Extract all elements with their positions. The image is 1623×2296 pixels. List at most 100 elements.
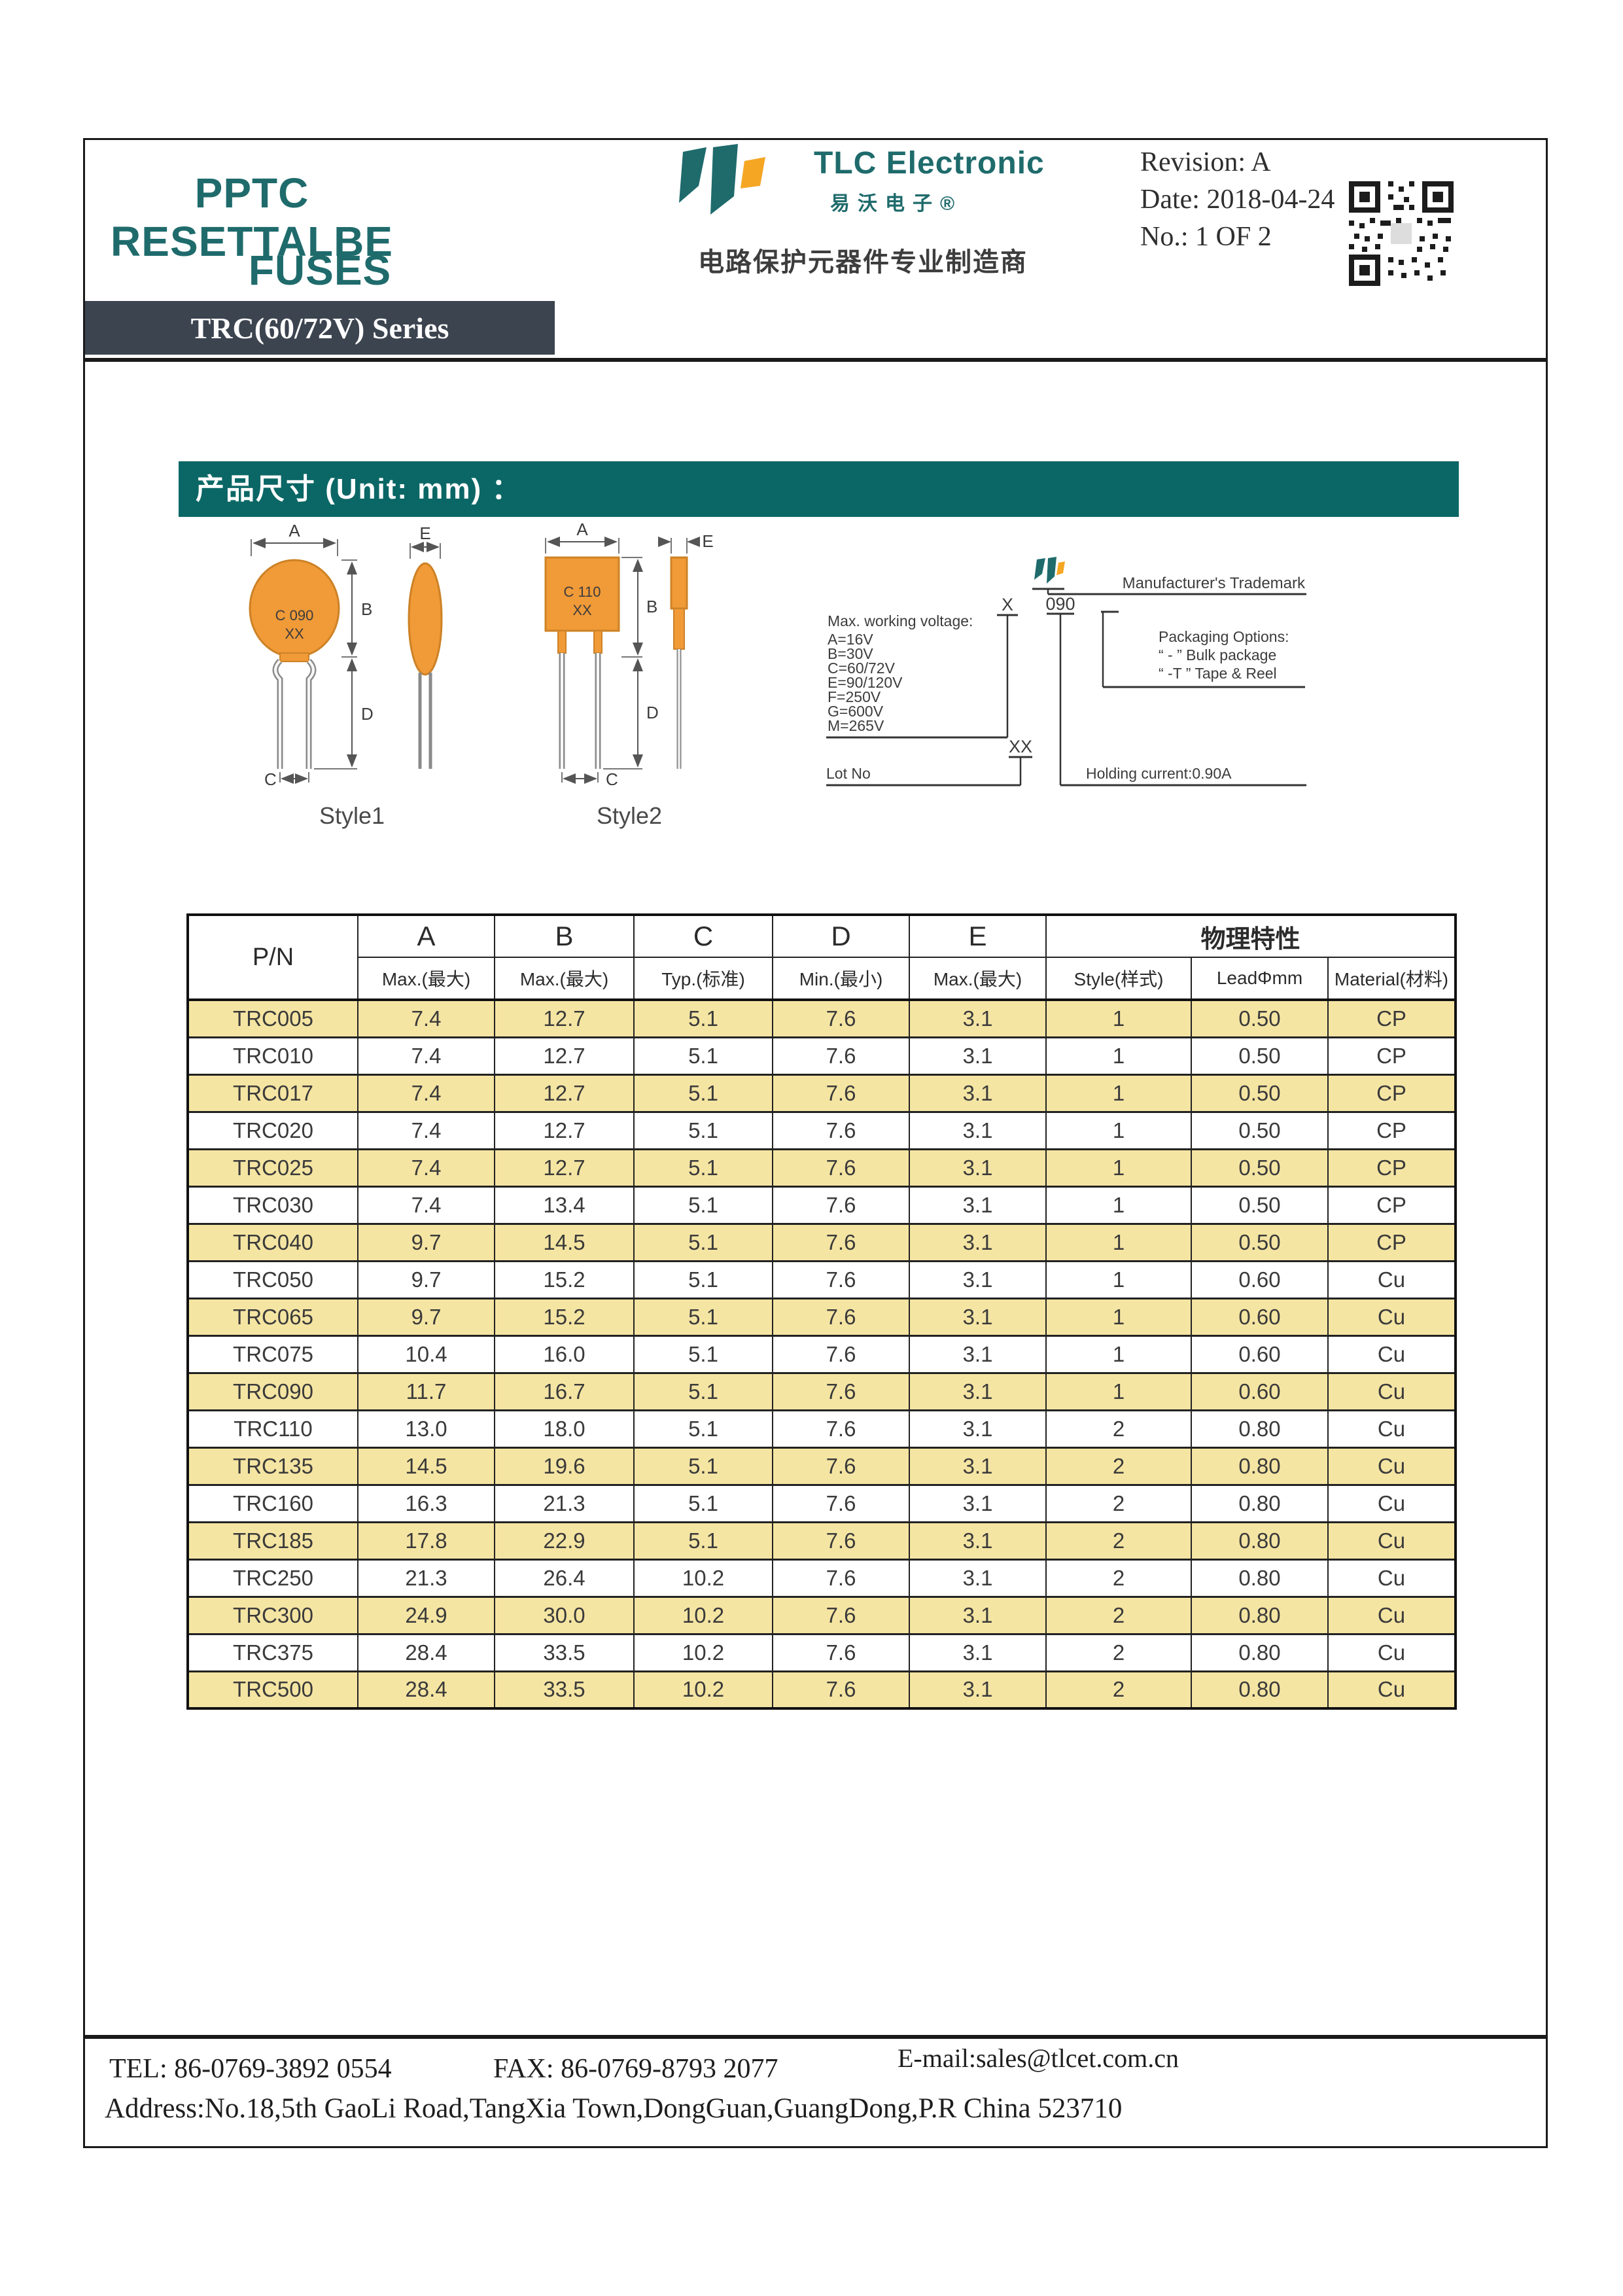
cell-a: 16.3 <box>357 1484 495 1523</box>
style2-marking-line2: XX <box>572 602 592 618</box>
cell-style: 1 <box>1045 1186 1192 1224</box>
cell-lead: 0.50 <box>1191 999 1329 1038</box>
cell-lead: 0.80 <box>1191 1484 1329 1523</box>
cell-material: CP <box>1327 1074 1456 1112</box>
table-row: TRC005 7.4 12.7 5.1 7.6 3.1 1 0.50 CP <box>187 999 1456 1038</box>
cell-b: 16.7 <box>494 1372 635 1411</box>
cell-pn: TRC010 <box>187 1036 358 1075</box>
cell-b: 30.0 <box>494 1596 635 1634</box>
table-row: TRC135 14.5 19.6 5.1 7.6 3.1 2 0.80 Cu <box>187 1447 1456 1485</box>
cell-a: 7.4 <box>357 1036 495 1075</box>
cell-pn: TRC030 <box>187 1186 358 1224</box>
cell-a: 7.4 <box>357 1074 495 1112</box>
dim-e-label: E <box>702 531 713 551</box>
voltage-code: X <box>1002 595 1013 614</box>
packaging-option: “ - ” Bulk package <box>1159 646 1276 663</box>
cell-material: Cu <box>1327 1521 1456 1560</box>
cell-e: 3.1 <box>909 1260 1047 1299</box>
cell-a: 13.0 <box>357 1409 495 1448</box>
voltage-item: C=60/72V <box>828 660 896 677</box>
cell-c: 5.1 <box>633 1484 773 1523</box>
cell-e: 3.1 <box>909 1298 1047 1336</box>
cell-e: 3.1 <box>909 1670 1047 1709</box>
cell-pn: TRC160 <box>187 1484 358 1523</box>
table-row: TRC090 11.7 16.7 5.1 7.6 3.1 1 0.60 Cu <box>187 1372 1456 1411</box>
voltage-item: B=30V <box>828 645 873 662</box>
cell-style: 1 <box>1045 1036 1192 1075</box>
subheader-material: Material(材料) <box>1327 957 1456 1000</box>
col-header-c: C <box>633 914 773 958</box>
cell-a: 11.7 <box>357 1372 495 1411</box>
table-row: TRC500 28.4 33.5 10.2 7.6 3.1 2 0.80 Cu <box>187 1670 1456 1709</box>
cell-c: 10.2 <box>633 1670 773 1709</box>
cell-b: 14.5 <box>494 1223 635 1262</box>
cell-material: CP <box>1327 1223 1456 1262</box>
dim-d-label: D <box>646 703 659 722</box>
cell-a: 9.7 <box>357 1260 495 1299</box>
cell-material: Cu <box>1327 1484 1456 1523</box>
voltage-item: G=600V <box>828 703 884 720</box>
cell-c: 5.1 <box>633 1223 773 1262</box>
footer-email: E-mail:sales@tlcet.com.cn <box>898 2043 1179 2073</box>
style2-drawing: A E C 110 XX B <box>544 523 714 785</box>
cell-pn: TRC185 <box>187 1521 358 1560</box>
cell-pn: TRC500 <box>187 1670 358 1709</box>
page-title-line1: PPTC RESETTALBE <box>111 169 393 265</box>
cell-material: Cu <box>1327 1670 1456 1709</box>
table-row: TRC020 7.4 12.7 5.1 7.6 3.1 1 0.50 CP <box>187 1111 1456 1150</box>
footer-divider <box>83 2035 1548 2039</box>
cell-pn: TRC110 <box>187 1409 358 1448</box>
cell-lead: 0.60 <box>1191 1298 1329 1336</box>
cell-e: 3.1 <box>909 1335 1047 1373</box>
cell-material: Cu <box>1327 1372 1456 1411</box>
cell-c: 5.1 <box>633 1074 773 1112</box>
cell-b: 33.5 <box>494 1633 635 1672</box>
style2-side-view <box>670 556 688 769</box>
cell-d: 7.6 <box>772 1521 910 1560</box>
cell-c: 5.1 <box>633 1186 773 1224</box>
cell-pn: TRC300 <box>187 1596 358 1634</box>
dim-c-label: C <box>606 769 618 785</box>
cell-b: 18.0 <box>494 1409 635 1448</box>
cell-b: 33.5 <box>494 1670 635 1709</box>
part-number-legend: Manufacturer's Trademark X 090 Max. work… <box>826 557 1306 786</box>
cell-e: 3.1 <box>909 1074 1047 1112</box>
cell-material: Cu <box>1327 1633 1456 1672</box>
cell-b: 12.7 <box>494 999 635 1038</box>
trademark-label: Manufacturer's Trademark <box>1123 574 1306 592</box>
lot-label: Lot No <box>826 765 871 782</box>
cell-style: 1 <box>1045 1074 1192 1112</box>
cell-d: 7.6 <box>772 1298 910 1336</box>
cell-d: 7.6 <box>772 1409 910 1448</box>
cell-style: 1 <box>1045 1335 1192 1373</box>
cell-pn: TRC250 <box>187 1559 358 1597</box>
page-number-label: No.: 1 OF 2 <box>1140 222 1272 252</box>
cell-e: 3.1 <box>909 1521 1047 1560</box>
cell-style: 1 <box>1045 1260 1192 1299</box>
col-header-d: D <box>772 914 910 958</box>
cell-pn: TRC017 <box>187 1074 358 1112</box>
cell-e: 3.1 <box>909 1036 1047 1075</box>
col-header-a: A <box>357 914 495 958</box>
table-row: TRC300 24.9 30.0 10.2 7.6 3.1 2 0.80 Cu <box>187 1596 1456 1634</box>
style2-marking-line1: C 110 <box>563 584 601 600</box>
cell-d: 7.6 <box>772 1335 910 1373</box>
cell-lead: 0.60 <box>1191 1372 1329 1411</box>
cell-style: 2 <box>1045 1484 1192 1523</box>
cell-style: 2 <box>1045 1447 1192 1485</box>
cell-a: 7.4 <box>357 1186 495 1224</box>
cell-lead: 0.50 <box>1191 1148 1329 1187</box>
cell-e: 3.1 <box>909 999 1047 1038</box>
voltage-item: M=265V <box>828 717 884 734</box>
cell-lead: 0.50 <box>1191 1036 1329 1075</box>
cell-b: 12.7 <box>494 1111 635 1150</box>
cell-b: 12.7 <box>494 1148 635 1187</box>
cell-pn: TRC050 <box>187 1260 358 1299</box>
cell-e: 3.1 <box>909 1447 1047 1485</box>
company-logo-icon <box>679 144 765 215</box>
cell-lead: 0.50 <box>1191 1111 1329 1150</box>
cell-e: 3.1 <box>909 1484 1047 1523</box>
cell-material: CP <box>1327 1186 1456 1224</box>
cell-d: 7.6 <box>772 999 910 1038</box>
